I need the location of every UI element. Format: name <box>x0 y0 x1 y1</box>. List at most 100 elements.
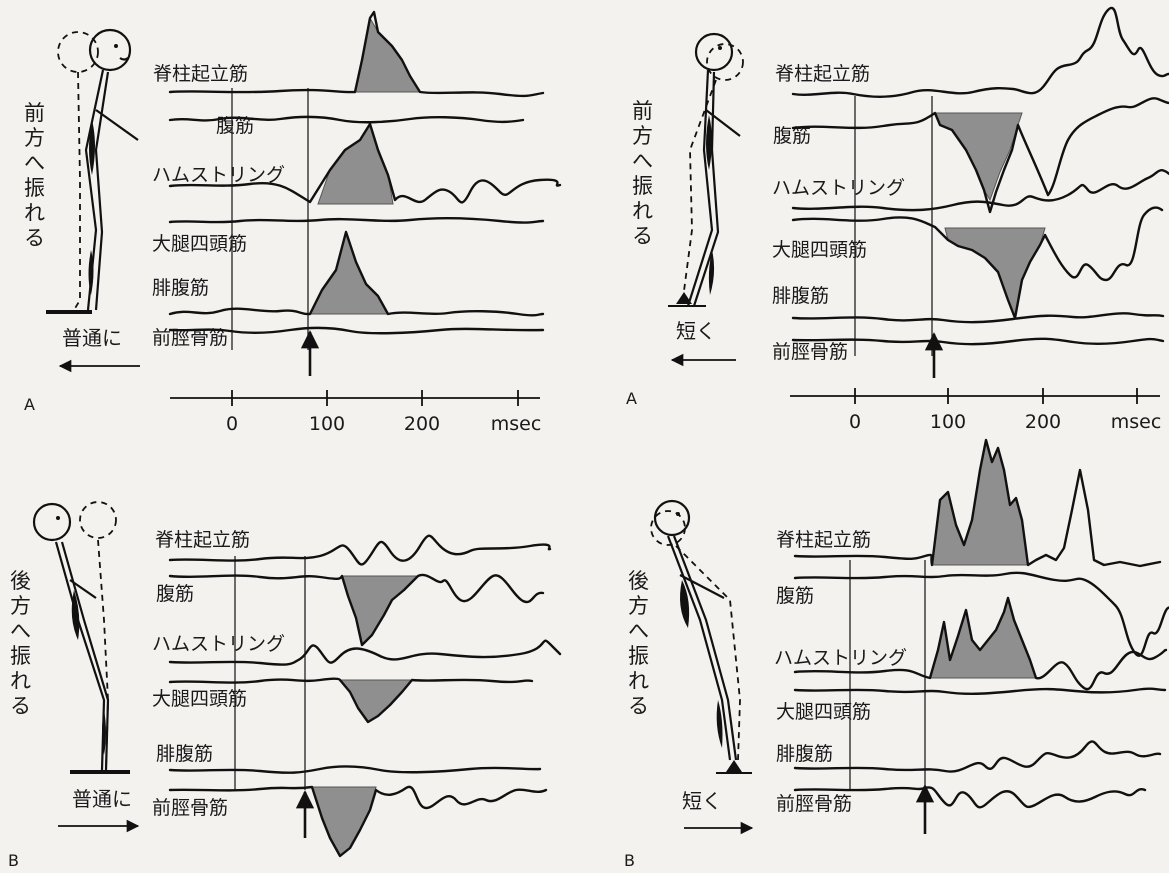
svg-text:振: 振 <box>24 176 45 200</box>
emg-trace <box>791 337 1165 346</box>
emg-trace <box>791 169 1169 212</box>
svg-text:方: 方 <box>628 594 649 618</box>
muscle-label: 前脛骨筋 <box>776 793 852 815</box>
direction-label: 後 方 へ 振 れ る <box>10 569 31 718</box>
muscle-label: 脊柱起立筋 <box>775 63 870 85</box>
emg-trace <box>168 534 552 566</box>
muscle-label: ハムストリング <box>152 633 285 655</box>
base-label: 普通に <box>62 326 122 350</box>
time-axis: 0 100 200 msec <box>790 388 1161 433</box>
svg-text:後: 後 <box>10 569 31 593</box>
panel-letter: A <box>626 389 637 408</box>
stick-figure <box>668 32 744 307</box>
muscle-label: 腓腹筋 <box>772 285 829 307</box>
panel-backward-short: 後 方 へ 振 れ る 短く B 脊柱起立筋 腹筋 ハムストリング 大腿四頭筋 … <box>624 438 1169 870</box>
panel-forward-short: 前 方 へ 振 れ る 短く A 脊柱起立筋 腹筋 ハムストリング 大腿四頭筋 … <box>626 6 1169 433</box>
svg-text:へ: へ <box>632 149 653 173</box>
muscle-label: 腹筋 <box>216 115 254 137</box>
svg-text:200: 200 <box>1025 411 1061 433</box>
svg-text:る: る <box>632 224 653 248</box>
emg-trace <box>791 6 1169 98</box>
svg-text:れ: れ <box>24 201 45 225</box>
svg-text:0: 0 <box>226 413 238 435</box>
base-label: 普通に <box>72 787 132 811</box>
muscle-label: ハムストリング <box>774 647 907 669</box>
response-area <box>311 786 377 857</box>
direction-label: 後 方 へ 振 れ る <box>628 569 649 718</box>
muscle-label: 腹筋 <box>776 585 814 607</box>
muscle-label: 前脛骨筋 <box>152 327 228 349</box>
panel-letter: A <box>24 395 35 414</box>
muscle-label: 腓腹筋 <box>152 277 209 299</box>
base-label: 短く <box>676 319 716 343</box>
emg-trace <box>168 639 562 666</box>
svg-text:100: 100 <box>309 413 345 435</box>
muscle-label: 腹筋 <box>156 583 194 605</box>
svg-text:へ: へ <box>10 619 31 643</box>
stick-figure <box>650 499 752 774</box>
svg-text:msec: msec <box>1111 411 1162 433</box>
response-area <box>338 679 414 723</box>
base-label: 短く <box>682 789 722 813</box>
emg-trace <box>791 206 1164 320</box>
time-axis: 0 100 200 msec <box>170 390 541 435</box>
emg-trace <box>168 326 545 335</box>
muscle-label: 大腿四頭筋 <box>152 233 247 255</box>
stick-figure <box>32 501 130 774</box>
panel-backward-normal: 後 方 へ 振 れ る 普通に B 脊柱起立筋 腹筋 ハムストリング 大腿四頭筋… <box>8 501 562 870</box>
svg-text:方: 方 <box>632 124 653 148</box>
svg-text:200: 200 <box>404 413 440 435</box>
muscle-label: 前脛骨筋 <box>152 797 228 819</box>
svg-text:0: 0 <box>849 411 861 433</box>
emg-trace <box>793 687 1167 696</box>
muscle-label: 腹筋 <box>773 125 811 147</box>
muscle-label: 大腿四頭筋 <box>776 701 871 723</box>
emg-trace <box>793 596 1168 691</box>
panel-letter: B <box>624 851 635 869</box>
svg-text:後: 後 <box>628 569 649 593</box>
emg-trace <box>168 230 545 317</box>
emg-trace <box>168 677 534 724</box>
muscle-label: 腓腹筋 <box>156 743 213 765</box>
emg-trace <box>168 216 545 224</box>
svg-text:msec: msec <box>491 413 542 435</box>
panel-letter: B <box>8 851 19 869</box>
muscle-label: ハムストリング <box>152 164 285 186</box>
emg-trace <box>793 740 1162 773</box>
muscle-label: 大腿四頭筋 <box>152 688 247 710</box>
muscle-label: 脊柱起立筋 <box>776 529 871 551</box>
emg-trace <box>168 10 545 98</box>
svg-text:前: 前 <box>24 101 45 125</box>
response-area <box>944 227 1046 320</box>
muscle-label: 大腿四頭筋 <box>772 239 867 261</box>
svg-text:前: 前 <box>632 99 653 123</box>
emg-trace <box>793 571 1169 657</box>
svg-text:る: る <box>628 694 649 718</box>
svg-text:振: 振 <box>628 644 649 668</box>
emg-trace <box>168 115 525 124</box>
svg-text:れ: れ <box>632 199 653 223</box>
emg-trace <box>168 765 542 774</box>
svg-text:れ: れ <box>628 669 649 693</box>
svg-text:振: 振 <box>10 644 31 668</box>
emg-trace <box>793 438 1162 568</box>
emg-trace <box>168 573 545 647</box>
svg-text:へ: へ <box>24 151 45 175</box>
svg-text:方: 方 <box>10 594 31 618</box>
muscle-label: 脊柱起立筋 <box>155 529 250 551</box>
muscle-label: 前脛骨筋 <box>772 341 848 363</box>
direction-label: 前 方 へ 振 れ る <box>24 101 45 250</box>
stick-figure <box>46 28 139 314</box>
emg-trace <box>791 312 1165 324</box>
response-area <box>354 16 421 93</box>
svg-text:振: 振 <box>632 174 653 198</box>
panel-forward-normal: 前 方 へ 振 れ る 普通に A 脊柱起立筋 腹筋 ハムストリング 大腿四頭筋… <box>24 10 562 435</box>
svg-text:る: る <box>24 226 45 250</box>
muscle-label: 脊柱起立筋 <box>153 63 248 85</box>
svg-text:れ: れ <box>10 669 31 693</box>
muscle-label: ハムストリング <box>772 177 905 199</box>
response-area <box>317 122 394 205</box>
svg-text:へ: へ <box>628 619 649 643</box>
emg-trace <box>168 122 562 204</box>
